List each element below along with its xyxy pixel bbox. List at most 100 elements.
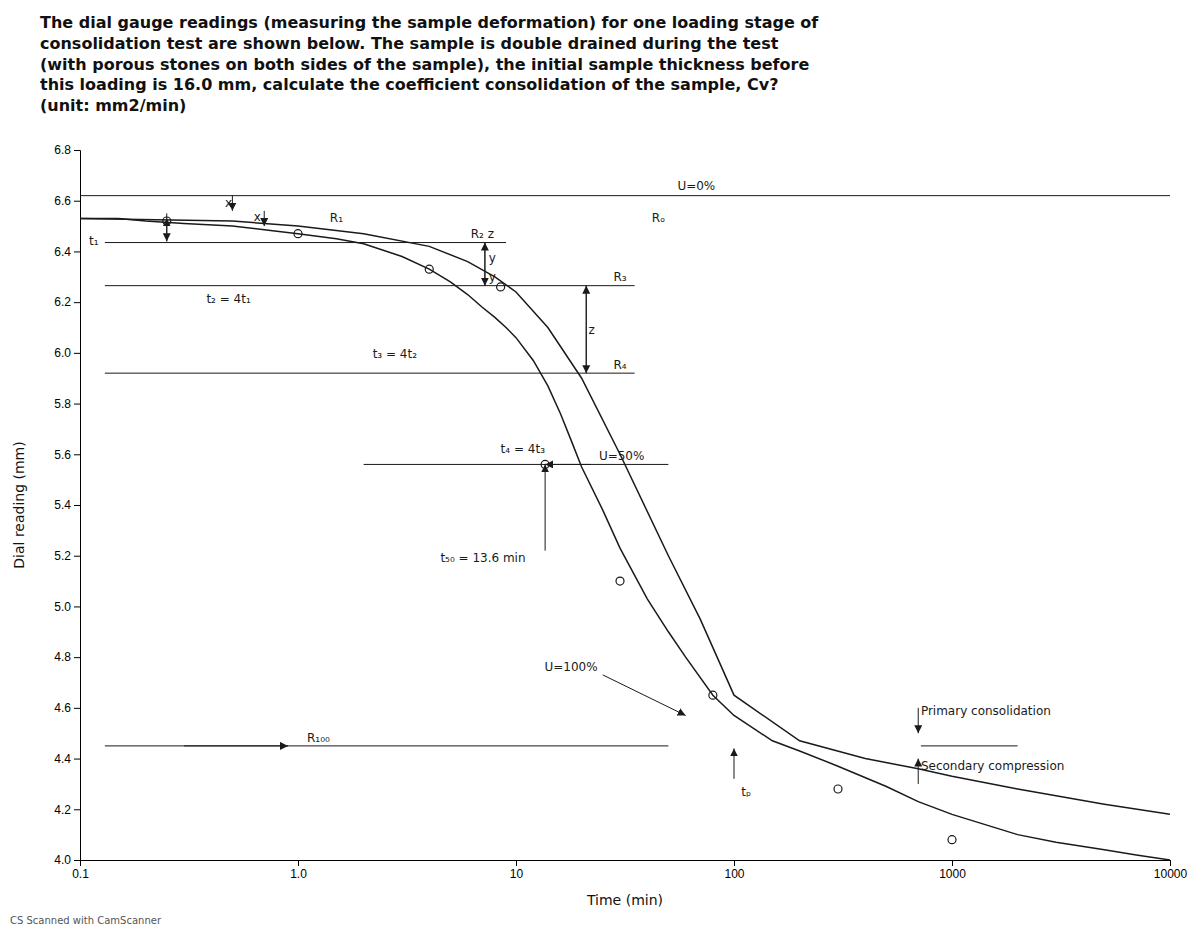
y-tick-mark: [74, 353, 80, 354]
y-tick-label: 5.0: [54, 600, 71, 614]
arrow: [734, 748, 735, 778]
arrow: [484, 243, 485, 286]
y-tick-label: 5.8: [54, 397, 71, 411]
annotation: t₄ = 4t₃: [501, 442, 546, 456]
y-tick-mark: [74, 708, 80, 709]
annotation: z: [588, 323, 594, 337]
reference-line: [105, 745, 669, 746]
annotation: Rₒ: [652, 211, 665, 225]
y-axis-line: [74, 151, 81, 861]
x-tick: 0.1: [72, 860, 89, 881]
arrow: [166, 213, 167, 241]
annotation: R₄: [613, 358, 626, 372]
y-tick-label: 6.8: [54, 143, 71, 157]
y-tick-label: 4.4: [54, 752, 71, 766]
annotation: U=100%: [544, 660, 597, 674]
reference-line: [105, 242, 506, 243]
y-tick-mark: [74, 251, 80, 252]
data-point: [425, 265, 433, 273]
reference-line: [105, 373, 635, 374]
annotation: x: [225, 196, 232, 210]
y-tick-label: 4.2: [54, 803, 71, 817]
y-tick-mark: [74, 556, 80, 557]
data-point: [294, 230, 302, 238]
y-tick-mark: [74, 759, 80, 760]
annotation: U=0%: [677, 179, 715, 193]
y-tick: 5.8: [54, 397, 80, 411]
x-tick: 10: [510, 860, 524, 881]
curve: [80, 218, 1170, 860]
annotation: y: [489, 270, 496, 284]
data-point: [497, 283, 505, 291]
x-tick-mark: [952, 860, 953, 866]
curve: [80, 218, 1170, 814]
reference-line: [921, 745, 1018, 746]
plot-area: [80, 196, 1170, 860]
y-tick-label: 4.0: [54, 853, 71, 867]
x-tick: 10000: [1154, 860, 1188, 881]
y-tick-mark: [74, 150, 80, 151]
y-tick-label: 4.6: [54, 701, 71, 715]
y-tick-mark: [74, 860, 80, 861]
y-tick: 4.8: [54, 650, 80, 664]
y-tick: 4.2: [54, 803, 80, 817]
y-tick: 5.6: [54, 448, 80, 462]
y-tick-label: 6.2: [54, 295, 71, 309]
y-tick: 6.0: [54, 346, 80, 360]
y-tick-label: 5.4: [54, 498, 71, 512]
annotation: R₃: [613, 270, 626, 284]
arrow: [586, 286, 587, 373]
y-tick-label: 5.2: [54, 549, 71, 563]
x-axis-line: [81, 861, 1171, 867]
x-tick-label: 10: [510, 867, 524, 881]
arrow: [918, 708, 919, 733]
y-tick-mark: [74, 606, 80, 607]
arrow: [586, 286, 587, 373]
y-tick-label: 6.4: [54, 245, 71, 259]
y-axis-title: Dial reading (mm): [11, 441, 27, 568]
x-axis: 0.1 1.0 10 100 1000 10000: [72, 860, 1187, 881]
y-tick-mark: [74, 404, 80, 405]
data-point: [709, 691, 717, 699]
y-tick-mark: [74, 657, 80, 658]
x-tick: 1.0: [290, 860, 307, 881]
x-tick-mark: [1170, 860, 1171, 866]
y-tick: 5.4: [54, 498, 80, 512]
y-tick: 6.8: [54, 143, 80, 157]
y-tick: 6.2: [54, 295, 80, 309]
annotation: t₂ = 4t₁: [206, 292, 251, 306]
x-tick-label: 100: [724, 867, 744, 881]
y-tick-label: 4.8: [54, 650, 71, 664]
arrow: [918, 759, 919, 784]
x-axis-title: Time (min): [586, 892, 663, 908]
chart: The dial gauge readings (measuring the s…: [0, 0, 1200, 932]
annotations: U=0%RₒR₁R₂ zR₃R₄t₁xxyyt₂ = 4t₁t₃ = 4t₂t₄…: [89, 179, 1064, 799]
title: The dial gauge readings (measuring the s…: [40, 13, 819, 115]
data-point: [834, 785, 842, 793]
reference-line: [80, 195, 1170, 196]
x-tick-label: 1.0: [290, 867, 307, 881]
y-tick: 4.6: [54, 701, 80, 715]
arrow: [184, 745, 288, 746]
annotation: y: [489, 251, 496, 265]
annotation: x: [254, 210, 261, 224]
annotation: t₁: [89, 234, 99, 248]
x-tick-mark: [298, 860, 299, 866]
annotation: R₂ z: [471, 227, 494, 241]
y-tick: 4.4: [54, 752, 80, 766]
x-tick: 100: [724, 860, 744, 881]
data-point: [948, 836, 956, 844]
x-tick-mark: [734, 860, 735, 866]
arrow: [545, 464, 591, 465]
y-tick: 6.4: [54, 245, 80, 259]
x-tick-label: 1000: [939, 867, 966, 881]
x-tick-mark: [516, 860, 517, 866]
annotation: Secondary compression: [921, 759, 1064, 773]
arrow: [484, 243, 485, 286]
arrow: [603, 675, 686, 716]
annotation: R₁: [330, 211, 343, 225]
y-tick: 4.0: [54, 853, 80, 867]
footer: CS Scanned with CamScanner: [10, 915, 162, 926]
annotation: U=50%: [599, 449, 645, 463]
y-axis: 4.0 4.2 4.4 4.6 4.8 5.0 5.2 5.4 5.6 5.8 6.0 6.2 6.4 6…: [54, 143, 80, 867]
